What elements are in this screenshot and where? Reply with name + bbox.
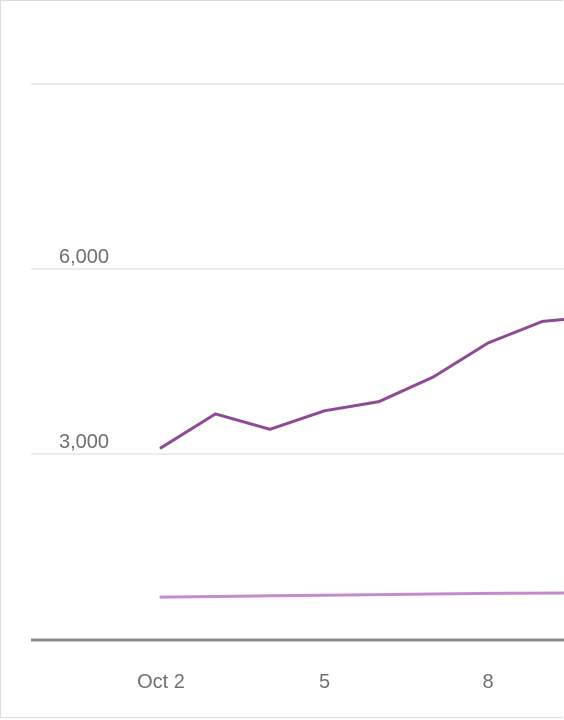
series-line-2 xyxy=(159,591,564,599)
series-line-1 xyxy=(159,317,564,450)
series-lines xyxy=(159,317,564,599)
x-tick-label: Oct 2 xyxy=(137,671,185,693)
x-axis-tick-labels: Oct 2 5 8 xyxy=(137,671,493,693)
y-tick-label: 6,000 xyxy=(59,246,109,268)
y-tick-label: 3,000 xyxy=(59,431,109,453)
gridlines xyxy=(31,83,564,455)
x-tick-label: 5 xyxy=(319,671,330,693)
x-tick-label: 8 xyxy=(482,671,493,693)
y-axis-tick-labels: 3,000 6,000 xyxy=(59,246,109,453)
